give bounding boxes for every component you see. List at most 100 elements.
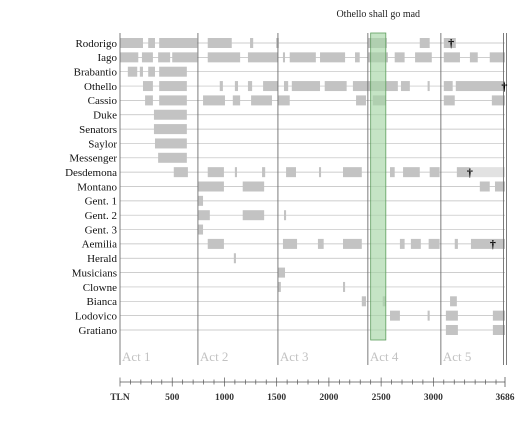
presence-bar [282,238,298,249]
presence-bar [419,38,430,48]
row-bars [127,66,187,77]
row-bars [173,167,505,178]
death-markers: † † † † [448,36,507,251]
character-label: Montano [77,181,117,193]
row-bars [158,152,187,163]
x-tick-label: 2000 [319,393,338,403]
row-bars [153,124,187,135]
act-label: Act 5 [443,349,472,364]
presence-bar [342,167,362,178]
act-label: Act 3 [280,349,309,364]
presence-bar [159,38,198,48]
presence-bar [247,52,278,63]
presence-bar [443,81,453,92]
presence-bar [153,109,187,120]
presence-bar [232,95,241,106]
row-bars [154,138,187,149]
presence-bar [428,238,440,249]
presence-bar [400,81,410,92]
presence-bar [291,81,321,92]
character-label: Saylor [88,138,117,150]
presence-bar [250,38,254,48]
row-bars [120,52,505,63]
presence-bar [450,296,457,307]
row-bars [153,109,187,120]
presence-bar [234,81,239,92]
presence-bar [242,181,265,192]
presence-bar [494,181,505,192]
presence-bar [445,310,458,321]
presence-bar [454,238,458,249]
presence-bar [207,52,241,63]
presence-bar [355,52,360,63]
presence-bar [429,167,440,178]
presence-bar [443,38,456,48]
presence-bar [282,52,286,63]
presence-bar [207,38,232,48]
row-bars [445,325,505,335]
death-marker: † [467,165,473,179]
row-bars [197,224,204,235]
presence-bar [489,52,505,63]
presence-bar [207,167,224,178]
presence-bar [158,152,187,163]
row-bars [233,253,236,264]
act-label: Act 4 [370,349,399,364]
x-tick-label: 2500 [372,393,391,403]
presence-bar [277,281,281,292]
presence-bar [445,325,458,335]
x-tick-label: 3686 [496,393,515,403]
presence-bar [443,95,455,106]
presence-bar [153,124,187,135]
character-label: Desdemona [65,167,117,179]
presence-bar [148,38,155,48]
presence-bar [390,167,395,178]
presence-bar [317,238,324,249]
tln-axis: 500 1000 1500 2000 2500 3000 3686 TLN [110,377,515,403]
presence-bar [399,238,405,249]
presence-bar [197,181,224,192]
x-tick-label: 1500 [267,393,286,403]
act-dividers: Act 1 Act 2 Act 3 Act 4 Act 5 [119,33,507,365]
character-label: Brabantio [74,67,118,79]
presence-bar [158,52,171,63]
presence-bar [262,167,266,178]
presence-bar [197,224,204,235]
presence-bar [142,81,153,92]
character-label: Senators [79,124,117,136]
presence-bar [139,66,143,77]
presence-bar [356,95,366,106]
character-label: Iago [97,52,117,64]
presence-bar [361,296,366,307]
x-tick-label: 1000 [215,393,234,403]
act-label: Act 1 [122,349,151,364]
presence-bar [492,325,505,335]
presence-bar [286,167,296,178]
presence-bar [410,238,421,249]
character-label: Clowne [83,282,117,294]
presence-bar [469,52,478,63]
character-label: Gent. 2 [85,210,117,222]
row-bars [390,310,505,321]
presence-bar [276,38,279,48]
presence-bar [342,281,346,292]
presence-bar [154,138,187,149]
presence-bar [127,66,138,77]
presence-bar [390,310,400,321]
character-label: Musicians [72,267,117,279]
presence-bar [173,167,188,178]
presence-bar [283,210,287,221]
presence-bar [320,52,346,63]
x-tick-label: 3000 [424,393,443,403]
character-label: Gent. 1 [85,196,117,208]
presence-bar [394,52,405,63]
presence-bar [470,238,505,249]
presence-bar [403,167,420,178]
presence-bar [263,81,278,92]
presence-bar [159,81,187,92]
row-bars [197,210,287,221]
presence-bar [172,52,198,63]
presence-bar [251,95,272,106]
